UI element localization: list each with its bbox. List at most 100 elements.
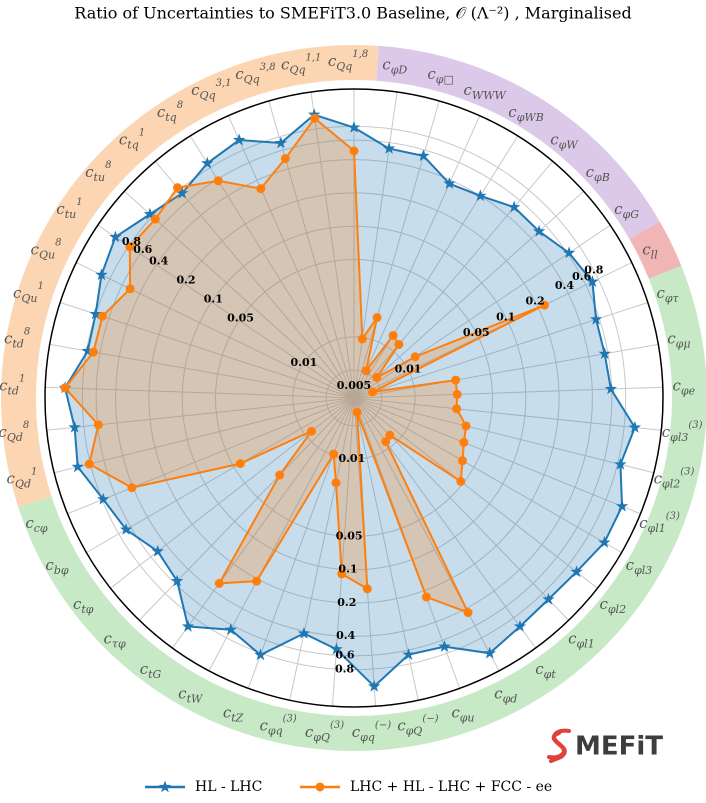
r-tick-label: 0.1 xyxy=(496,310,515,323)
data-point xyxy=(224,623,237,635)
category-label: cφl3(3) xyxy=(662,420,703,445)
category-label: ctq8 xyxy=(157,100,183,125)
r-tick-label: 0.8 xyxy=(335,663,354,676)
r-tick-label: 0.2 xyxy=(337,596,356,609)
logo-icon xyxy=(547,728,571,763)
data-point xyxy=(372,372,382,382)
spoke xyxy=(289,397,355,701)
data-point xyxy=(252,576,262,586)
data-point xyxy=(331,478,341,488)
spoke xyxy=(124,190,355,399)
spoke xyxy=(76,262,355,399)
data-point xyxy=(539,300,549,310)
data-point xyxy=(452,404,462,414)
r-tick-label: 0.8 xyxy=(122,235,141,248)
data-point xyxy=(330,642,343,655)
category-band xyxy=(629,221,682,279)
category-band xyxy=(0,45,379,508)
category-label: cQu8 xyxy=(31,237,62,261)
data-point xyxy=(256,184,266,194)
data-point xyxy=(604,382,618,395)
category-label: cφD xyxy=(382,55,407,76)
data-point xyxy=(452,389,462,399)
data-point xyxy=(150,214,160,224)
data-point xyxy=(347,121,361,133)
data-point xyxy=(532,224,546,237)
r-tick-label: 0.2 xyxy=(176,273,195,286)
data-point xyxy=(615,499,629,512)
r-tick-label: 0.4 xyxy=(555,279,574,292)
data-point xyxy=(570,565,583,578)
data-point xyxy=(586,275,599,287)
category-label: cφQ(−) xyxy=(397,713,438,738)
data-point xyxy=(507,200,521,213)
data-point xyxy=(589,312,603,325)
spoke xyxy=(49,343,355,399)
category-label: cφ□ xyxy=(427,65,454,86)
chart-title: Ratio of Uncertainties to SMEFiT3.0 Base… xyxy=(74,4,631,23)
data-point xyxy=(125,242,135,252)
category-label: cφe xyxy=(672,376,695,397)
data-point xyxy=(372,313,382,323)
data-point xyxy=(357,334,367,344)
data-point xyxy=(97,492,110,505)
data-point xyxy=(235,459,245,469)
data-point xyxy=(232,133,246,146)
spoke xyxy=(247,397,355,689)
spoke xyxy=(45,386,355,399)
spoke xyxy=(227,115,355,399)
data-point xyxy=(463,608,473,618)
category-label: cφQ(3) xyxy=(305,720,344,745)
data-point xyxy=(562,246,576,259)
data-point xyxy=(474,189,487,202)
data-point xyxy=(310,113,320,123)
data-point xyxy=(109,230,122,243)
data-point xyxy=(176,186,189,199)
category-label: cφu xyxy=(451,704,474,725)
data-point xyxy=(274,136,288,149)
category-label: ctW xyxy=(178,685,204,706)
data-point xyxy=(367,679,381,692)
data-point xyxy=(201,156,214,169)
category-label: ctu1 xyxy=(56,197,82,222)
data-point xyxy=(95,268,108,281)
data-point xyxy=(443,177,456,189)
data-point xyxy=(297,626,311,639)
category-label: cφW xyxy=(550,131,579,152)
category-label: cφl1 xyxy=(568,630,595,651)
r-tick-label: 0.8 xyxy=(584,263,603,276)
data-point xyxy=(349,146,359,156)
category-label: cQu1 xyxy=(13,281,44,306)
spoke xyxy=(97,224,355,399)
data-point xyxy=(421,592,431,602)
data-point xyxy=(280,154,290,164)
spoke xyxy=(353,397,662,431)
spoke xyxy=(208,397,355,672)
spoke xyxy=(353,190,584,399)
category-label: cQq1,1 xyxy=(281,52,321,77)
r-tick-label: 0.005 xyxy=(337,379,371,392)
data-point xyxy=(254,648,267,661)
data-point xyxy=(394,339,404,349)
data-point xyxy=(119,523,133,535)
r-tick-label: 0.1 xyxy=(204,292,223,305)
category-label: cWWW xyxy=(463,81,507,102)
data-point xyxy=(598,347,611,360)
category-label: cQq1,8 xyxy=(328,49,368,74)
r-tick-label: 0.1 xyxy=(338,563,357,576)
data-point xyxy=(93,420,103,430)
spoke xyxy=(353,397,500,672)
data-point xyxy=(362,584,372,594)
data-point xyxy=(388,330,398,340)
data-point xyxy=(513,619,527,632)
category-label: ctZ xyxy=(223,704,244,725)
category-label: cφl3 xyxy=(626,556,653,577)
legend-label: HL - LHC xyxy=(195,779,262,795)
category-label: cφl2(3) xyxy=(654,466,695,491)
data-point xyxy=(143,207,157,220)
category-label: cφl1(3) xyxy=(639,510,680,535)
spoke xyxy=(353,397,641,515)
data-point xyxy=(461,421,471,431)
r-tick-label: 0.6 xyxy=(572,270,591,283)
